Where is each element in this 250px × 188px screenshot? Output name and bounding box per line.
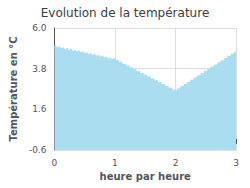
svg-text:6.0: 6.0 [32, 23, 47, 33]
svg-text:heure par heure: heure par heure [100, 171, 191, 182]
svg-text:3.8: 3.8 [32, 64, 47, 74]
svg-text:0: 0 [52, 158, 58, 168]
svg-text:3: 3 [233, 158, 239, 168]
svg-text:1: 1 [112, 158, 118, 168]
svg-text:1.6: 1.6 [32, 104, 47, 114]
svg-text:Température en °C: Température en °C [8, 36, 19, 141]
svg-text:2: 2 [173, 158, 179, 168]
svg-text:Evolution de la température: Evolution de la température [41, 6, 210, 20]
svg-text:-0.6: -0.6 [29, 145, 47, 155]
